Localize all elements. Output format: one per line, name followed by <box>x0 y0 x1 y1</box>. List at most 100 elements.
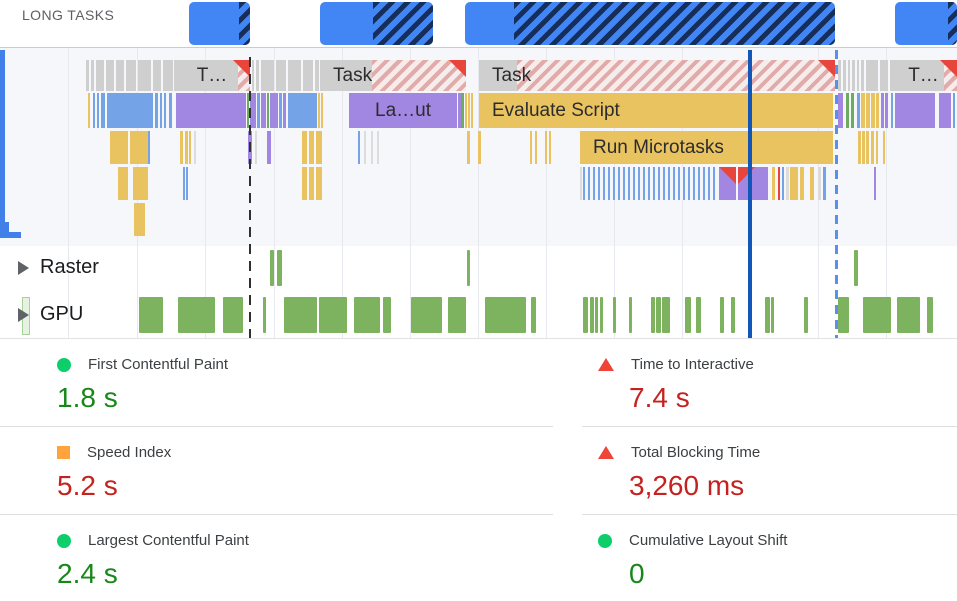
track-activity-bar[interactable] <box>411 297 442 333</box>
flame-segment[interactable] <box>818 167 821 200</box>
raster-track-toggle[interactable]: Raster <box>18 256 99 279</box>
track-activity-bar[interactable] <box>696 297 701 333</box>
flame-segment[interactable] <box>467 131 470 164</box>
flame-segment[interactable] <box>939 93 951 128</box>
flame-segment[interactable] <box>772 167 775 200</box>
flame-segment[interactable] <box>377 131 379 164</box>
track-activity-bar[interactable] <box>277 250 282 286</box>
track-activity-bar[interactable] <box>319 297 347 333</box>
flame-segment[interactable] <box>838 60 841 91</box>
flame-segment[interactable] <box>288 93 317 128</box>
flame-segment[interactable] <box>133 167 148 200</box>
flame-segment[interactable] <box>876 93 879 128</box>
flame-segment[interactable] <box>786 167 789 200</box>
flame-segment[interactable] <box>846 93 849 128</box>
flame-segment[interactable] <box>782 167 784 200</box>
track-activity-bar[interactable] <box>651 297 655 333</box>
flame-segment[interactable] <box>255 131 257 164</box>
flame-segment[interactable] <box>155 93 158 128</box>
flame-segment[interactable] <box>862 131 865 164</box>
flame-segment[interactable] <box>876 131 878 164</box>
flame-segment[interactable] <box>160 93 162 128</box>
flame-bar-evaluate-script[interactable]: Evaluate Script <box>479 93 833 128</box>
track-activity-bar[interactable] <box>765 297 770 333</box>
flame-segment[interactable] <box>545 131 547 164</box>
track-activity-bar[interactable] <box>583 297 588 333</box>
flame-segment[interactable] <box>881 93 884 128</box>
flame-segment[interactable] <box>86 60 89 91</box>
track-activity-bar[interactable] <box>448 297 466 333</box>
flame-segment[interactable] <box>118 167 128 200</box>
flame-segment[interactable] <box>843 60 846 91</box>
flame-segment[interactable] <box>130 131 148 164</box>
flame-segment[interactable] <box>134 203 145 236</box>
flame-segment[interactable] <box>358 131 360 164</box>
flame-segment[interactable] <box>315 60 319 91</box>
flame-segment[interactable] <box>252 60 254 91</box>
flame-segment[interactable] <box>288 60 301 91</box>
flame-segment[interactable] <box>719 167 736 200</box>
track-activity-bar[interactable] <box>662 297 670 333</box>
flame-segment[interactable] <box>267 93 269 128</box>
flame-segment[interactable] <box>276 60 286 91</box>
track-activity-bar[interactable] <box>383 297 391 333</box>
flame-segment[interactable] <box>309 167 314 200</box>
gpu-track-toggle[interactable]: GPU <box>18 303 83 326</box>
flame-segment[interactable] <box>880 60 888 91</box>
flame-segment[interactable] <box>101 93 105 128</box>
flame-bar-run-microtasks[interactable]: Run Microtasks <box>580 131 833 164</box>
flame-segment[interactable] <box>549 131 551 164</box>
flame-bar-t[interactable]: T… <box>174 60 250 91</box>
flame-segment[interactable] <box>465 93 467 128</box>
flame-segment[interactable] <box>778 167 780 200</box>
flame-segment[interactable] <box>91 60 94 91</box>
flame-segment[interactable] <box>738 167 768 200</box>
flame-segment[interactable] <box>183 167 185 200</box>
track-activity-bar[interactable] <box>223 297 243 333</box>
track-activity-bar[interactable] <box>731 297 735 333</box>
flame-segment[interactable] <box>261 60 274 91</box>
flame-segment[interactable] <box>478 131 481 164</box>
flame-segment[interactable] <box>866 131 869 164</box>
track-activity-bar[interactable] <box>590 297 594 333</box>
flame-segment[interactable] <box>185 131 188 164</box>
flame-segment[interactable] <box>247 93 249 128</box>
flame-segment[interactable] <box>88 93 90 128</box>
flame-segment[interactable] <box>364 131 366 164</box>
flame-segment[interactable] <box>267 131 271 164</box>
flame-segment[interactable] <box>148 131 150 164</box>
track-activity-bar[interactable] <box>771 297 774 333</box>
flame-segment[interactable] <box>138 60 151 91</box>
flame-segment[interactable] <box>857 60 859 91</box>
flame-segment[interactable] <box>97 93 99 128</box>
flame-segment[interactable] <box>823 167 826 200</box>
long-task-overview-bar[interactable] <box>465 2 835 45</box>
track-activity-bar[interactable] <box>354 297 380 333</box>
flame-segment[interactable] <box>953 93 955 128</box>
flame-segment[interactable] <box>194 131 196 164</box>
flame-segment[interactable] <box>580 167 582 200</box>
flame-segment[interactable] <box>861 60 864 91</box>
flame-segment[interactable] <box>874 167 876 200</box>
flame-segment[interactable] <box>110 131 128 164</box>
flame-segment[interactable] <box>257 93 260 128</box>
flame-segment[interactable] <box>885 93 888 128</box>
flame-segment[interactable] <box>256 60 259 91</box>
flame-bar-la-ut[interactable]: La…ut <box>349 93 457 128</box>
flame-segment[interactable] <box>270 93 278 128</box>
flame-segment[interactable] <box>153 60 161 91</box>
flame-segment[interactable] <box>800 167 804 200</box>
playhead-marker-blue[interactable] <box>748 50 752 338</box>
flame-segment[interactable] <box>303 60 313 91</box>
flame-segment[interactable] <box>810 167 814 200</box>
flame-segment[interactable] <box>866 60 878 91</box>
flame-segment[interactable] <box>866 93 870 128</box>
flame-segment[interactable] <box>107 93 153 128</box>
flame-segment[interactable] <box>176 93 246 128</box>
track-activity-bar[interactable] <box>927 297 933 333</box>
flame-segment[interactable] <box>891 93 893 128</box>
long-task-overview-bar[interactable] <box>189 2 250 45</box>
track-activity-bar[interactable] <box>595 297 598 333</box>
flame-segment[interactable] <box>302 167 307 200</box>
track-activity-bar[interactable] <box>863 297 891 333</box>
